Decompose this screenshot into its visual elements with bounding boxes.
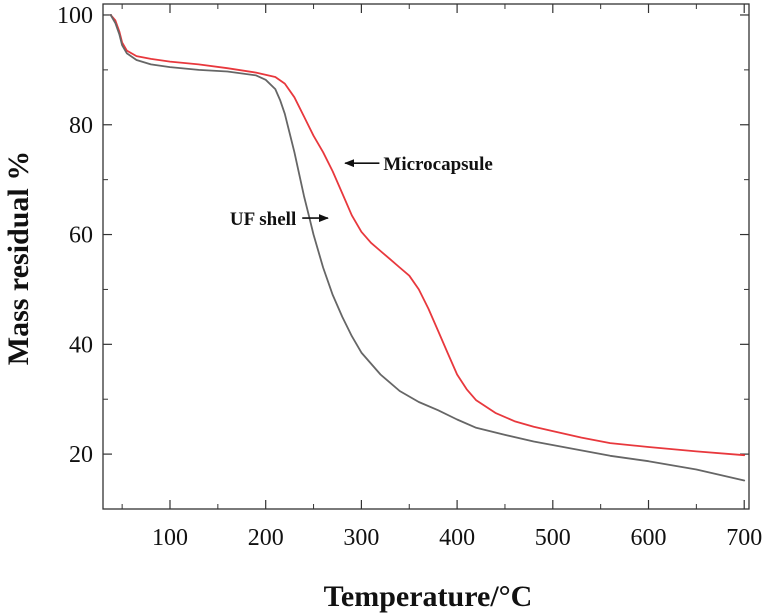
y-tick-label: 60 <box>69 223 93 249</box>
x-tick-labels: 100 200 300 400 500 600 700 <box>152 525 762 551</box>
x-tick-label: 600 <box>631 525 667 551</box>
x-tick-label: 400 <box>439 525 475 551</box>
axis-ticks <box>103 4 749 509</box>
series-line-microcapsule <box>109 14 746 457</box>
x-axis-title: Temperature/°C <box>324 580 533 613</box>
y-tick-label: 40 <box>69 332 93 358</box>
series-line-uf-shell <box>109 14 746 482</box>
annotation-microcapsule-label: Microcapsule <box>383 154 492 175</box>
plot-frame <box>102 3 750 510</box>
x-tick-label: 100 <box>152 525 188 551</box>
series-layer <box>109 14 746 482</box>
y-axis-title: Mass residual % <box>2 151 35 365</box>
y-tick-label: 80 <box>69 113 93 139</box>
x-tick-label: 200 <box>248 525 284 551</box>
y-tick-label: 20 <box>69 442 93 468</box>
annotation-uf-shell-label: UF shell <box>230 209 296 230</box>
annotations-layer: Microcapsule UF shell <box>230 154 493 230</box>
x-tick-label: 500 <box>535 525 571 551</box>
y-tick-labels: 20 40 60 80 100 <box>57 3 93 468</box>
y-tick-label: 100 <box>57 3 93 29</box>
x-tick-label: 700 <box>726 525 762 551</box>
x-tick-label: 300 <box>343 525 379 551</box>
